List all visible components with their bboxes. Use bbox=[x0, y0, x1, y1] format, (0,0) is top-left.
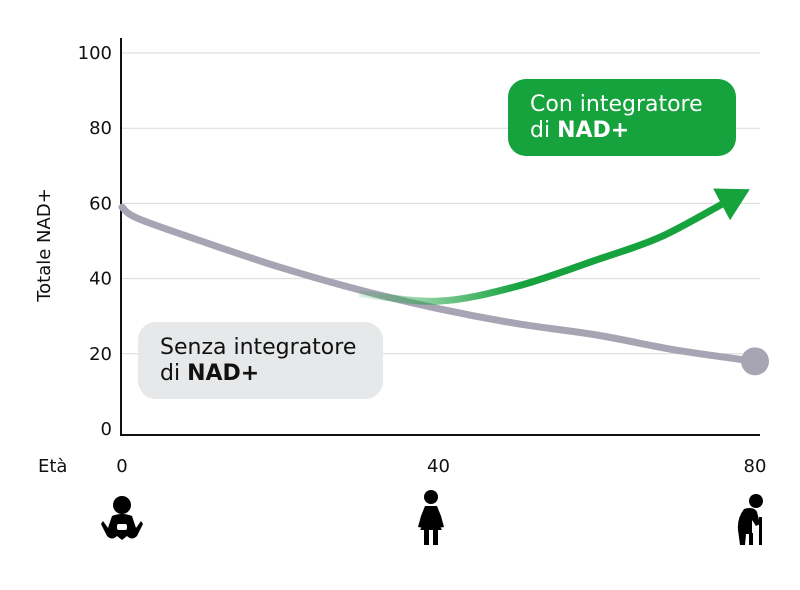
with-supplement-callout: Con integratore di NAD+ bbox=[508, 79, 736, 156]
y-tick-0: 0 bbox=[101, 419, 112, 440]
series-arrowhead-with-supplement bbox=[713, 188, 750, 221]
y-tick-80: 80 bbox=[89, 118, 112, 139]
woman-icon bbox=[418, 490, 444, 545]
without-supplement-label-line1: Senza integratore bbox=[160, 335, 357, 360]
series-endpoint-without-supplement bbox=[741, 347, 769, 376]
without-supplement-label-line2: di NAD+ bbox=[160, 361, 260, 386]
y-tick-labels: 0 20 40 60 80 100 bbox=[78, 43, 112, 440]
baby-icon bbox=[101, 496, 143, 540]
y-tick-20: 20 bbox=[89, 344, 112, 365]
x-axis-label: Età bbox=[38, 456, 67, 477]
with-supplement-label-line2: di NAD+ bbox=[530, 118, 630, 143]
x-tick-80: 80 bbox=[744, 456, 767, 477]
x-tick-40: 40 bbox=[427, 456, 450, 477]
without-supplement-callout: Senza integratore di NAD+ bbox=[138, 322, 383, 399]
series bbox=[118, 188, 769, 376]
y-tick-60: 60 bbox=[89, 193, 112, 214]
series-line-with-supplement bbox=[359, 200, 726, 305]
elderly-person-icon bbox=[737, 494, 763, 545]
y-axis-label: Totale NAD+ bbox=[34, 188, 55, 303]
y-tick-40: 40 bbox=[89, 269, 112, 290]
x-tick-labels: 0 40 80 bbox=[116, 456, 766, 477]
y-tick-100: 100 bbox=[78, 43, 112, 64]
with-supplement-label-line1: Con integratore bbox=[530, 92, 703, 117]
x-tick-0: 0 bbox=[116, 456, 127, 477]
